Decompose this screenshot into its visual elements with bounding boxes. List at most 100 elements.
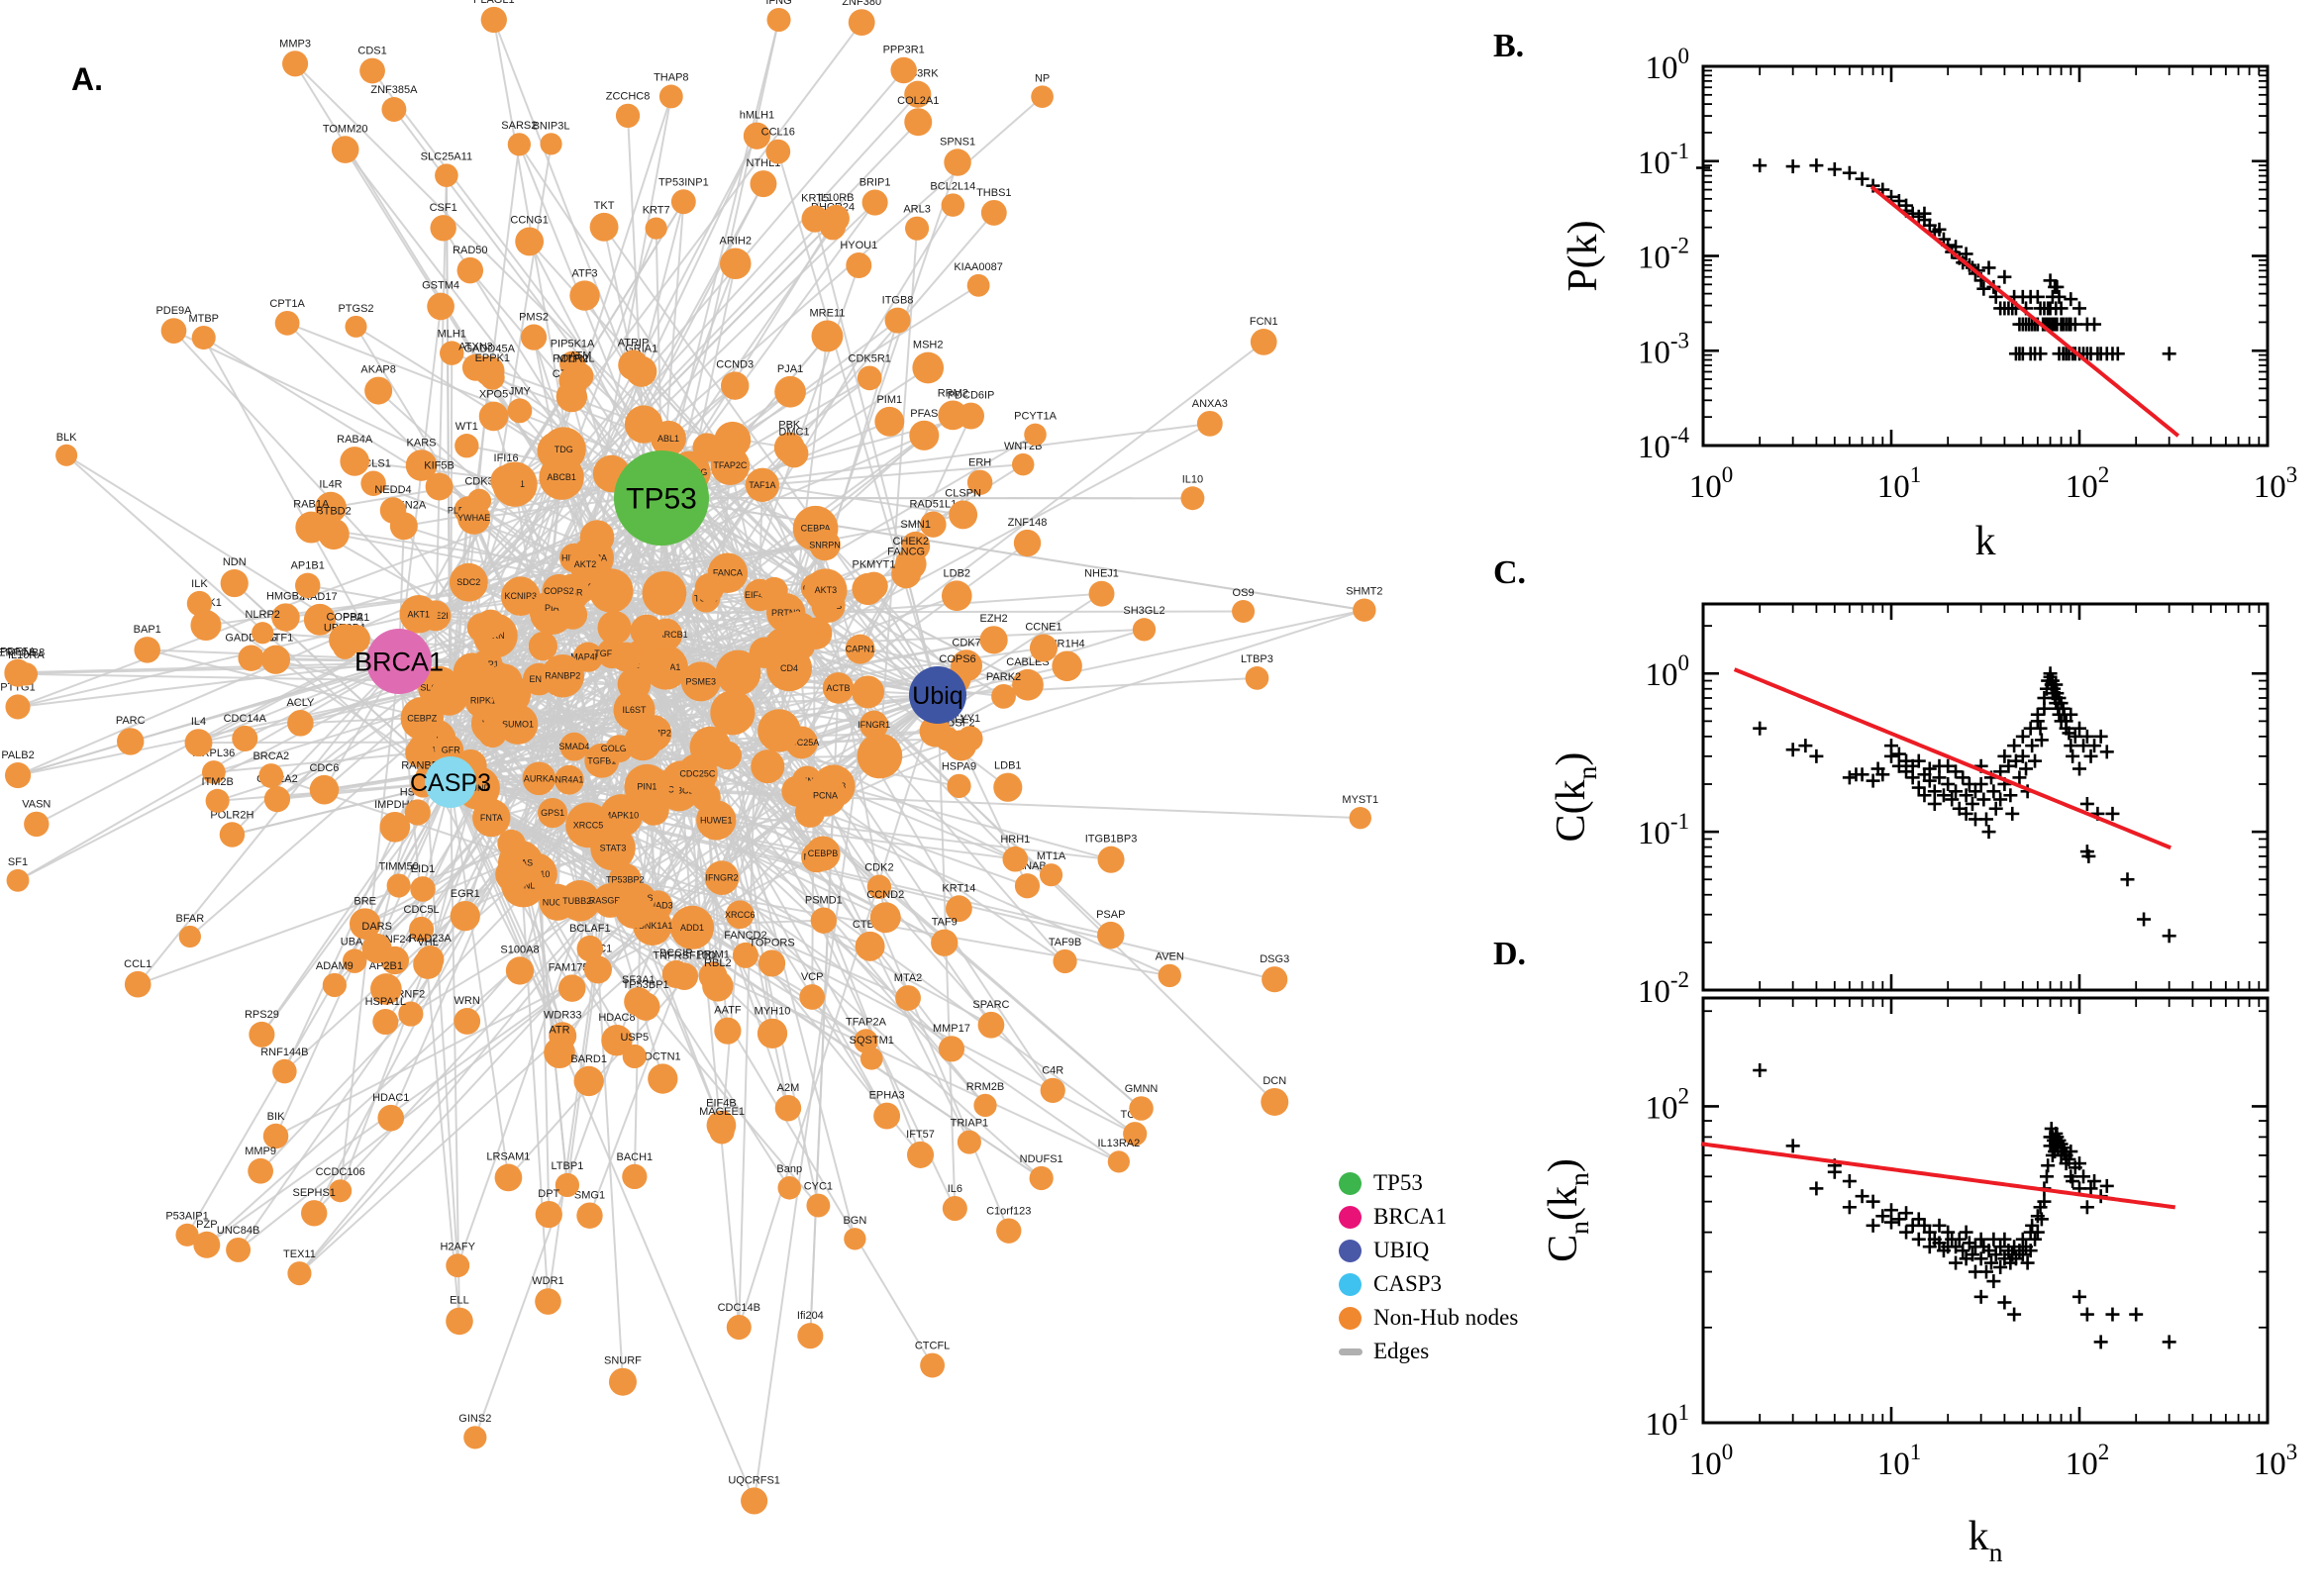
network-node [55,444,78,466]
network-node [895,985,921,1011]
network-node-label: NLRP2 [245,609,279,621]
network-node [274,310,300,336]
network-node [624,723,662,761]
network-node [1250,329,1277,355]
network-node-label: MTBP [188,313,219,325]
network-node-label: RNF144B [260,1047,308,1058]
network-node-label: KCNIP3 [504,591,537,601]
network-node [540,133,562,155]
fit-line [1733,667,2172,850]
legend-item-tp53: TP53 [1339,1166,1557,1200]
network-node-label: COPS6 [939,653,975,665]
network-node [1029,1165,1054,1191]
network-node-label: NEDD4 [374,484,411,496]
x-tick-label: 100 [1689,462,1734,505]
network-node-label: A2M [777,1082,800,1094]
network-node [993,772,1023,802]
network-node-label: BRCA2 [252,750,289,762]
network-node-label: EID1 [411,863,435,875]
network-node [942,1196,967,1222]
x-axis-title: kn [1969,1514,2003,1567]
network-node-label: EIF4G2 [745,590,775,600]
network-node-label: TGFB1 [587,755,616,765]
network-node-label: UNC84B [217,1225,259,1237]
network-node-label: CCND3 [716,358,754,370]
network-node [920,1352,946,1378]
network-node [774,1094,802,1122]
network-node [329,1179,353,1203]
network-node [799,984,826,1010]
network-node-label: COL2A1 [897,95,939,107]
network-node [124,970,152,998]
network-node [709,1119,735,1145]
network-node-label: MMP9 [245,1146,276,1157]
network-node [721,371,750,400]
network-node [866,874,892,899]
network-node [909,420,940,450]
network-node [715,649,761,696]
network-node-label: LDB1 [994,760,1022,772]
axis-ticks [1701,64,2270,448]
network-node-label: XPO5 [479,389,508,401]
network-node-label: SPNS1 [940,136,975,148]
y-tick-label: 10-1 [1638,139,1689,181]
network-node-label: IL10RB [818,192,855,204]
network-node [345,315,367,338]
network-node [559,366,585,392]
network-node-label: HMGB2 [266,590,305,602]
network-node [446,1307,473,1336]
network-node [758,709,801,752]
network-node [487,663,523,700]
network-node-label: TOPORS [749,937,794,948]
network-node-label: BRE [354,895,376,907]
network-node-label: ATRIP [618,337,650,349]
network-node [544,1037,575,1069]
network-node [515,227,545,256]
network-node [554,764,584,795]
network-node-label: NHEJ1 [1084,568,1119,580]
network-node-label: NR4A1 [555,775,583,785]
network-node [295,572,321,599]
network-node [454,1008,481,1035]
network-node [751,749,785,784]
network-node-label: KRT5 [801,192,829,204]
network-node-label: USF2 [948,717,975,729]
network-node-label: TP53INP1 [658,176,709,188]
network-node [398,1001,424,1027]
network-node [622,1163,648,1190]
legend-item-brca1: BRCA1 [1339,1200,1557,1234]
hub-nodes: TP53 BRCA1 Ubiq CASP3 [354,450,966,808]
network-node-label: RAB1A [293,499,330,511]
network-node-label: PCNA [813,791,838,801]
hub-node-casp3 [425,756,476,808]
network-node [670,189,696,215]
x-tick-label: 101 [1877,462,1922,505]
network-node-label: ERH [968,457,991,469]
network-node [624,405,663,444]
network-node [1002,846,1029,872]
scatter-points [1753,666,2176,944]
network-node-label: RRM2B [966,1081,1005,1093]
network-node-label: GINS2 [458,1413,491,1425]
network-node [379,811,411,843]
network-node-label: WRN [454,995,480,1007]
network-node [425,472,454,501]
network-node-label: KARS [407,437,437,449]
fit-line [1700,1142,2177,1210]
network-node [583,955,612,984]
y-tick-label: 100 [1646,650,1690,693]
network-node-label: AKT1 [408,609,431,619]
network-node-label: CCL16 [761,127,795,139]
network-node [535,1200,562,1229]
network-node-label: SNRPN [809,540,841,549]
network-node-label: BGN [843,1215,866,1227]
network-node [906,1141,935,1168]
network-node [822,672,855,704]
network-node [1012,668,1044,701]
network-node-label: IL10RA [8,649,45,661]
network-node [891,558,922,589]
network-node [588,568,634,613]
network-node-label: ZNF385A [370,84,418,96]
network-node-label: TEX11 [283,1248,316,1260]
network-node-label: CEBPA [801,524,831,534]
